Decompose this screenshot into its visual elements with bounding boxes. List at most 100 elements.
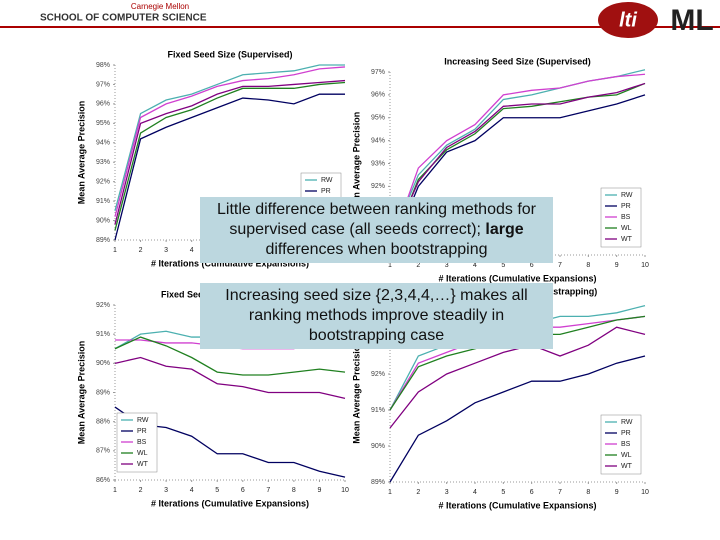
callout-text: Little difference between ranking method… [216,201,536,238]
x-tick-label: 4 [190,487,194,494]
legend-label: PR [137,428,147,435]
y-tick-label: 97% [96,81,110,88]
x-tick-label: 8 [586,489,590,496]
x-tick-label: 10 [341,487,349,494]
x-tick-label: 4 [190,247,194,254]
series-line [389,73,646,249]
y-tick-label: 94% [96,140,110,147]
legend-label: PR [621,430,631,437]
y-tick-label: 95% [96,120,110,127]
series-line [114,79,346,225]
y-tick-label: 89% [96,389,110,396]
y-tick-label: 92% [96,179,110,186]
legend-label: RW [621,419,633,426]
x-tick-label: 9 [317,487,321,494]
legend-label: PR [321,188,331,195]
chart-title: Increasing Seed Size (Supervised) [444,56,591,66]
legend-label: WT [621,463,633,470]
y-tick-label: 93% [96,159,110,166]
series-line [389,94,646,256]
x-tick-label: 8 [586,262,590,269]
y-tick-label: 87% [96,448,110,455]
x-tick-label: 1 [113,487,117,494]
y-axis-label: Mean Average Precision [351,340,361,443]
legend-label: WL [137,450,148,457]
legend-label: BS [621,214,631,221]
x-tick-label: 2 [139,487,143,494]
x-tick-label: 2 [139,247,143,254]
y-tick-label: 92% [371,371,385,378]
x-tick-label: 1 [388,489,392,496]
legend-label: RW [621,192,633,199]
legend-label: PR [621,203,631,210]
x-tick-label: 5 [501,489,505,496]
series-line [114,336,346,376]
x-tick-label: 8 [292,487,296,494]
y-tick-label: 89% [96,237,110,244]
y-tick-label: 92% [371,183,385,190]
x-axis-label: # Iterations (Cumulative Expansions) [151,258,309,268]
logo-ml: ML [670,4,713,37]
legend-label: RW [321,177,333,184]
y-tick-label: 86% [96,477,110,484]
y-tick-label: 90% [96,360,110,367]
y-axis-label: Mean Average Precision [76,101,86,204]
y-tick-label: 91% [96,198,110,205]
legend-label: WT [621,236,633,243]
legend-label: WL [621,225,632,232]
x-axis-label: # Iterations (Cumulative Expansions) [438,273,596,283]
y-tick-label: 91% [96,331,110,338]
x-tick-label: 4 [473,489,477,496]
x-tick-label: 7 [266,487,270,494]
y-tick-label: 90% [371,443,385,450]
callout-text: Increasing seed size {2,3,4,4,…} makes a… [225,287,528,344]
y-tick-label: 96% [96,101,110,108]
school: SCHOOL OF COMPUTER SCIENCE [40,13,207,24]
callout: Little difference between ranking method… [200,197,553,263]
x-axis-label: # Iterations (Cumulative Expansions) [438,500,596,510]
y-tick-label: 98% [96,62,110,69]
y-tick-label: 94% [371,137,385,144]
chart-title: Fixed Seed Size (Supervised) [167,49,292,59]
x-tick-label: 3 [445,489,449,496]
university: Carnegie Mellon [131,2,189,11]
x-tick-label: 1 [388,262,392,269]
logo-lti-bg [598,2,658,38]
x-tick-label: 7 [558,262,562,269]
x-tick-label: 3 [164,487,168,494]
legend-label: RW [137,417,149,424]
legend-label: WL [621,452,632,459]
x-tick-label: 5 [215,487,219,494]
callout: Increasing seed size {2,3,4,4,…} makes a… [200,283,553,349]
legend-label: BS [621,441,631,448]
series-line [114,356,346,399]
y-tick-label: 93% [371,160,385,167]
x-tick-label: 6 [241,487,245,494]
x-tick-label: 1 [113,247,117,254]
x-tick-label: 5 [501,262,505,269]
callout-text: differences when bootstrapping [265,241,488,258]
y-axis-label: Mean Average Precision [351,112,361,215]
x-tick-label: 6 [530,262,534,269]
x-axis-label: # Iterations (Cumulative Expansions) [151,498,309,508]
x-tick-label: 6 [530,489,534,496]
x-tick-label: 10 [641,489,649,496]
x-tick-label: 9 [615,262,619,269]
y-tick-label: 95% [371,115,385,122]
x-tick-label: 9 [615,489,619,496]
legend-label: BS [137,439,147,446]
logo-lti: lti [619,9,637,31]
legend-label: WT [137,461,149,468]
x-tick-label: 2 [416,489,420,496]
y-tick-label: 97% [371,69,385,76]
y-tick-label: 88% [96,419,110,426]
y-tick-label: 96% [371,92,385,99]
y-tick-label: 90% [96,217,110,224]
y-tick-label: 92% [96,302,110,309]
x-tick-label: 3 [164,247,168,254]
callout-emphasis: large [485,221,524,238]
x-tick-label: 3 [445,262,449,269]
x-tick-label: 4 [473,262,477,269]
